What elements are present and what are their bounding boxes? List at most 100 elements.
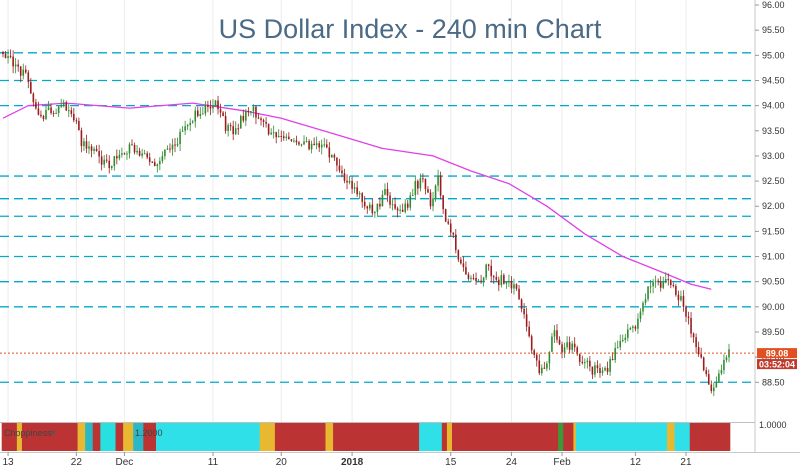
- candle: [642, 301, 644, 316]
- indicator-segment: [563, 423, 576, 451]
- candle: [419, 173, 422, 192]
- candle: [366, 205, 369, 214]
- candle-body: [75, 120, 78, 122]
- candle: [260, 116, 262, 126]
- candle-body: [475, 277, 477, 282]
- candle-body: [667, 279, 670, 281]
- candle: [47, 101, 50, 111]
- candle-body: [685, 306, 687, 317]
- candle-body: [295, 140, 298, 143]
- candle: [424, 178, 427, 195]
- indicator-menu-caret-icon[interactable]: [50, 431, 56, 435]
- candle: [715, 376, 718, 388]
- candle: [639, 308, 642, 323]
- candle: [647, 286, 649, 302]
- y-axis[interactable]: 96.00 95.50 95.00 94.50 94.00 93.50 93.00 92.50…: [755, 0, 785, 387]
- candle-body: [50, 107, 52, 114]
- candle-body: [363, 201, 366, 207]
- candle-body: [429, 192, 432, 207]
- candle: [22, 63, 25, 80]
- candle-body: [707, 374, 710, 385]
- candle-body: [690, 317, 692, 334]
- candle: [652, 278, 654, 294]
- candle-body: [7, 56, 9, 59]
- candle-body: [234, 128, 237, 135]
- candle: [533, 348, 536, 358]
- candle: [257, 113, 260, 120]
- candle-body: [434, 185, 437, 199]
- candle-body: [65, 102, 68, 111]
- candle-body: [710, 384, 713, 392]
- candle-body: [141, 153, 143, 156]
- candle: [530, 334, 533, 354]
- candle: [508, 274, 510, 288]
- candle-body: [191, 121, 194, 123]
- y-tick-label: 90.00: [762, 302, 785, 312]
- candle-body: [52, 113, 55, 115]
- indicator-segment: [100, 423, 119, 451]
- candle: [70, 107, 73, 118]
- candle: [358, 191, 361, 200]
- candle: [282, 131, 285, 141]
- candle: [667, 273, 670, 286]
- candle: [361, 192, 364, 208]
- candle-body: [298, 142, 300, 145]
- candle-body: [561, 344, 563, 353]
- candle-body: [723, 359, 725, 371]
- candle-body: [687, 316, 690, 318]
- candle: [83, 137, 85, 151]
- candle: [118, 149, 121, 161]
- candle: [285, 133, 288, 141]
- candle: [151, 161, 154, 163]
- candle-body: [100, 156, 103, 165]
- candle: [606, 361, 609, 375]
- candle-body: [594, 365, 596, 375]
- candle-body: [396, 208, 399, 211]
- candle-body: [315, 143, 318, 146]
- candle-body: [30, 82, 32, 94]
- candle-body: [376, 203, 379, 212]
- x-axis[interactable]: 13 22 Dec 11 20 2018 15 24 Feb 12 21: [2, 452, 692, 465]
- candle: [680, 290, 682, 302]
- indicator-segment: [77, 423, 88, 451]
- candle-body: [128, 144, 131, 154]
- last-price-value: 89.08: [766, 349, 789, 359]
- candle: [718, 369, 720, 384]
- candle-body: [267, 123, 270, 135]
- candle: [498, 276, 500, 292]
- candle: [723, 354, 725, 375]
- candle: [396, 206, 399, 218]
- moving-average-layer: [2, 102, 712, 290]
- candle-body: [277, 135, 280, 138]
- candle: [37, 101, 40, 116]
- indicator-segment: [21, 423, 81, 451]
- candle: [341, 165, 343, 178]
- candle: [616, 340, 619, 349]
- candle-body: [148, 157, 151, 162]
- candle: [609, 356, 611, 376]
- candle: [52, 110, 55, 117]
- candle-body: [90, 146, 93, 151]
- chart-title: US Dollar Index - 240 min Chart: [219, 14, 602, 44]
- candle: [35, 98, 37, 110]
- candle: [232, 120, 234, 141]
- choppiness-indicator-pane[interactable]: [1, 423, 731, 451]
- candle-body: [361, 193, 364, 202]
- candle-body: [505, 282, 508, 284]
- candle-body: [346, 180, 348, 183]
- y-tick-label: 89.50: [762, 327, 785, 337]
- candle-body: [282, 136, 285, 139]
- candle-body: [83, 141, 85, 147]
- candle: [179, 128, 181, 151]
- candle: [95, 145, 98, 152]
- candle-body: [199, 114, 202, 116]
- candle-body: [343, 173, 346, 181]
- candle: [573, 337, 576, 352]
- candle: [176, 137, 179, 147]
- candle: [525, 308, 528, 332]
- candle-body: [659, 282, 662, 288]
- candle: [4, 50, 7, 59]
- candle: [492, 274, 495, 284]
- candle: [487, 263, 490, 271]
